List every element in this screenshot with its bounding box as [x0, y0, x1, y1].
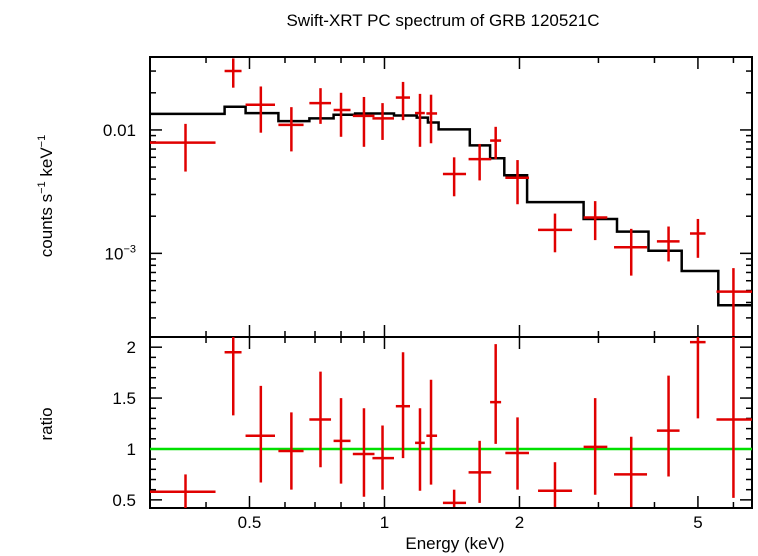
y-tick-label: 0.01 [103, 121, 136, 140]
ratio-panel: 0.5 1 2 5 0.5 1 1.5 2 [112, 336, 753, 532]
x-tick-label: 2 [515, 513, 524, 532]
data-point [505, 160, 529, 205]
data-point [372, 425, 394, 490]
data-point [442, 489, 467, 507]
data-point [245, 86, 276, 133]
data-point [150, 474, 216, 508]
data-point [614, 228, 648, 276]
data-point [415, 93, 425, 147]
data-point [583, 398, 608, 495]
plot-frame [149, 56, 753, 338]
data-point [415, 408, 425, 491]
data-point [656, 375, 680, 477]
data-point [538, 213, 573, 253]
data-point [716, 268, 752, 337]
model-line [150, 105, 752, 307]
y-tick-label: 0.5 [112, 491, 136, 510]
data-point [309, 88, 332, 124]
x-tick-label: 0.5 [238, 513, 262, 532]
x-tick-label: 5 [693, 513, 702, 532]
data-point [490, 126, 502, 160]
y-tick-label: 1 [127, 440, 136, 459]
bottom-y-axis-label: ratio [37, 407, 56, 440]
data-point [352, 408, 375, 497]
data-point [468, 143, 492, 181]
data-point [224, 58, 242, 88]
data-point [395, 81, 410, 121]
data-point [150, 123, 216, 172]
x-tick-label: 1 [380, 513, 389, 532]
data-point [583, 201, 608, 241]
y-tick-label: 2 [127, 338, 136, 357]
data-point [468, 440, 492, 503]
data-point [442, 157, 467, 197]
data-point [426, 94, 438, 144]
plot-frame [149, 336, 753, 509]
data-point [372, 103, 394, 140]
data-point [333, 398, 351, 484]
data-point [656, 226, 680, 262]
data-point [716, 337, 752, 498]
data-point [426, 379, 438, 485]
y-tick-label: 1.5 [112, 389, 136, 408]
data-point [395, 352, 410, 459]
data-point [689, 218, 706, 258]
data-point [490, 344, 502, 444]
spectrum-panel: 0.01 10−3 [103, 56, 753, 338]
data-point [245, 385, 276, 483]
data-point [505, 417, 529, 490]
data-point [689, 337, 706, 419]
data-point [309, 371, 332, 468]
data-point [278, 412, 304, 490]
data-point [278, 107, 304, 152]
y-tick-label: 10−3 [105, 243, 136, 263]
top-y-axis-label: counts s−1 keV−1 [36, 135, 56, 257]
data-point [352, 96, 375, 147]
data-point [224, 337, 242, 416]
chart-title: Swift-XRT PC spectrum of GRB 120521C [286, 11, 599, 30]
data-point [333, 92, 351, 137]
x-axis-label: Energy (keV) [405, 534, 504, 553]
data-point [614, 436, 648, 507]
data-point [538, 462, 573, 507]
